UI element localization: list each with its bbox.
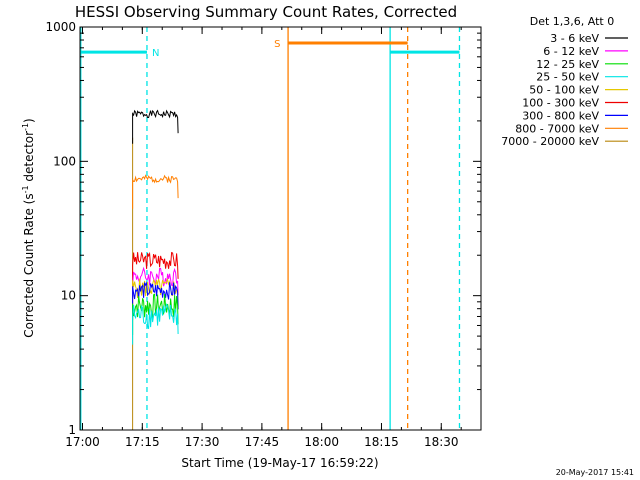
y-axis-label: Corrected Count Rate (s-1 detector-1) bbox=[21, 118, 36, 337]
y-axis-label-sup1: -1 bbox=[21, 185, 30, 193]
y-tick-label-0: 1 bbox=[68, 423, 76, 437]
plot-frame bbox=[79, 26, 482, 431]
x-tick-label-4: 18:00 bbox=[304, 435, 339, 449]
chart-title: HESSI Observing Summary Count Rates, Cor… bbox=[75, 3, 457, 21]
y-axis-label-prefix: Corrected Count Rate (s bbox=[22, 193, 36, 337]
x-tick-label-5: 18:15 bbox=[364, 435, 399, 449]
night-interval-label-0: N bbox=[152, 48, 159, 59]
series-line-7 bbox=[132, 303, 179, 345]
y-axis-label-mid: detector bbox=[22, 131, 36, 186]
y-tick-label-3: 1000 bbox=[45, 20, 76, 34]
legend-label-8: 7000 - 20000 keV bbox=[501, 135, 599, 148]
series-line-1 bbox=[132, 174, 179, 209]
x-tick-label-1: 17:15 bbox=[125, 435, 160, 449]
y-axis-label-sup2: -1 bbox=[21, 123, 30, 131]
legend-label-4: 50 - 100 keV bbox=[529, 84, 599, 97]
legend-label-3: 25 - 50 keV bbox=[536, 71, 599, 84]
legend-label-7: 800 - 7000 keV bbox=[515, 122, 599, 135]
legend-label-6: 300 - 800 keV bbox=[522, 109, 599, 122]
series-line-2 bbox=[132, 251, 179, 290]
y-axis-label-suffix: ) bbox=[22, 118, 36, 123]
legend-header: Det 1,3,6, Att 0 bbox=[530, 15, 614, 28]
legend-label-2: 12 - 25 keV bbox=[536, 58, 599, 71]
legend-label-0: 3 - 6 keV bbox=[550, 32, 599, 45]
y-tick-label-1: 10 bbox=[61, 289, 76, 303]
x-tick-label-2: 17:30 bbox=[185, 435, 220, 449]
axes: 17:00 17:15 17:30 17:45 18:00 18:15 18:30 1 10 10… bbox=[45, 20, 482, 449]
saa-interval-label-0: S bbox=[274, 39, 280, 50]
x-tick-label-6: 18:30 bbox=[424, 435, 459, 449]
x-tick-label-0: 17:00 bbox=[65, 435, 100, 449]
y-tick-label-2: 100 bbox=[53, 154, 76, 168]
legend-label-5: 100 - 300 keV bbox=[522, 97, 599, 110]
series-line-5 bbox=[132, 281, 179, 320]
legend-label-1: 6 - 12 keV bbox=[543, 45, 599, 58]
series-line-0 bbox=[132, 109, 179, 144]
timestamp: 20-May-2017 15:41 bbox=[556, 468, 634, 477]
x-axis-label: Start Time (19-May-17 16:59:22) bbox=[181, 456, 378, 470]
x-tick-label-3: 17:45 bbox=[245, 435, 280, 449]
series-line-6 bbox=[132, 293, 179, 335]
plot-area: NS bbox=[80, 27, 461, 430]
